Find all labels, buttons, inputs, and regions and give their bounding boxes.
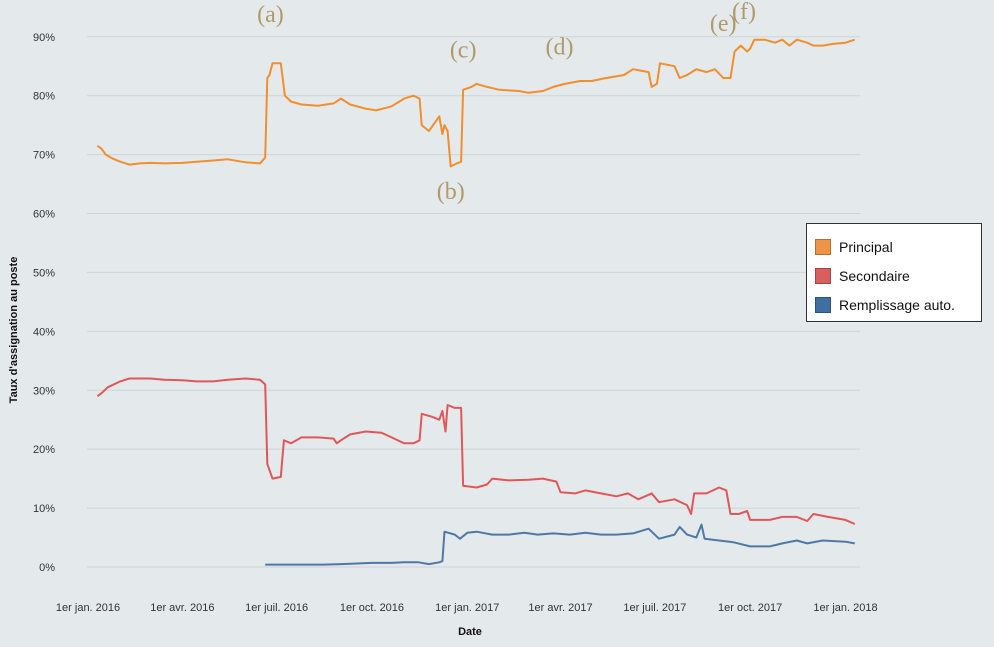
legend: Principal Secondaire Remplissage auto. xyxy=(806,223,982,322)
annotation-label: (b) xyxy=(437,179,465,205)
legend-label-principal: Principal xyxy=(839,238,893,255)
annotations: (a) (b) (c) (d) (e)(f) xyxy=(257,0,756,205)
annotation-label: (d) xyxy=(546,34,574,60)
y-axis-ticks: 0% 10% 20% 30% 40% 50% 60% 70% 80% 90% xyxy=(33,32,55,574)
y-tick-label: 80% xyxy=(33,91,55,103)
annotation-label: (a) xyxy=(257,2,284,28)
y-tick-label: 70% xyxy=(33,150,55,162)
legend-item-remplissage-auto: Remplissage auto. xyxy=(815,290,973,319)
annotation-label: (f) xyxy=(732,0,756,25)
y-tick-label: 60% xyxy=(33,209,55,221)
y-tick-label: 90% xyxy=(33,32,55,44)
series-lines xyxy=(96,38,856,566)
y-tick-label: 20% xyxy=(33,444,55,456)
legend-swatch-remplissage-auto xyxy=(815,296,831,313)
annotation-label: (c) xyxy=(450,37,477,63)
legend-label-remplissage-auto: Remplissage auto. xyxy=(839,296,955,313)
legend-item-principal: Principal xyxy=(815,232,973,261)
x-tick-label: 1er oct. 2017 xyxy=(718,602,782,614)
x-tick-label: 1er juil. 2017 xyxy=(623,602,686,614)
x-tick-label: 1er jan. 2018 xyxy=(813,602,877,614)
legend-item-secondaire: Secondaire xyxy=(815,261,973,290)
x-tick-label: 1er avr. 2017 xyxy=(528,602,592,614)
x-axis-ticks: 1er jan. 2016 1er avr. 2016 1er juil. 2016… xyxy=(56,602,878,614)
x-axis-label: Date xyxy=(458,626,482,638)
legend-label-secondaire: Secondaire xyxy=(839,267,910,284)
series-line-principal xyxy=(96,38,856,168)
y-tick-label: 30% xyxy=(33,385,55,397)
x-tick-label: 1er jan. 2016 xyxy=(56,602,120,614)
annotation-label: (e) xyxy=(710,11,737,37)
x-tick-label: 1er jan. 2017 xyxy=(435,602,499,614)
y-tick-label: 50% xyxy=(33,267,55,279)
legend-swatch-secondaire xyxy=(815,267,831,284)
y-axis-label: Taux d'assignation au poste xyxy=(8,257,20,404)
x-tick-label: 1er juil. 2016 xyxy=(245,602,308,614)
series-line-secondaire xyxy=(96,377,856,525)
y-tick-label: 10% xyxy=(33,503,55,515)
x-tick-label: 1er avr. 2016 xyxy=(150,602,214,614)
y-tick-label: 0% xyxy=(39,562,55,574)
y-tick-label: 40% xyxy=(33,326,55,338)
grid-lines xyxy=(87,36,860,568)
series-line-remplissage-auto xyxy=(265,523,855,566)
x-tick-label: 1er oct. 2016 xyxy=(340,602,404,614)
legend-swatch-principal xyxy=(815,238,831,255)
